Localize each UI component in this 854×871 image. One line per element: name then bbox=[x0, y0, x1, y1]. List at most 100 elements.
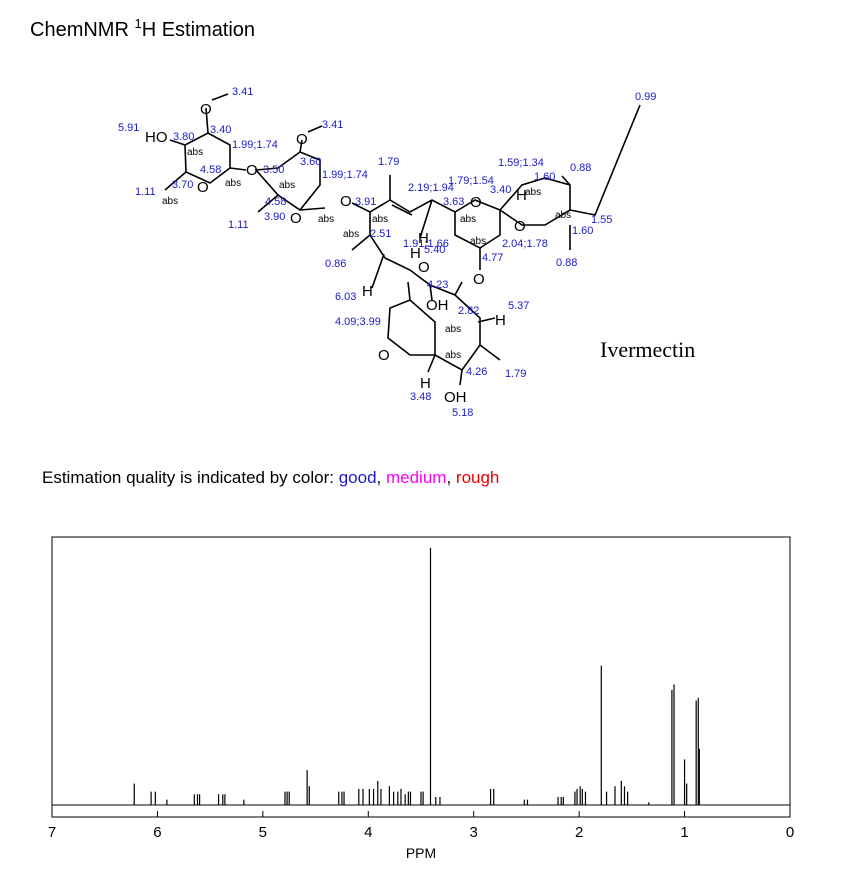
title-text: ChemNMR bbox=[30, 19, 134, 41]
shift-label: 3.91 bbox=[355, 196, 376, 208]
shift-label: 0.99 bbox=[635, 91, 656, 103]
title-sup: 1 bbox=[134, 16, 141, 31]
stereo-label: abs bbox=[525, 187, 541, 198]
stereo-label: abs bbox=[187, 147, 203, 158]
shift-label: 3.40 bbox=[490, 184, 511, 196]
atom-label: O bbox=[514, 218, 526, 235]
legend-text: , bbox=[377, 468, 386, 487]
shift-label: 5.40 bbox=[424, 244, 445, 256]
atom-label: H bbox=[410, 245, 421, 262]
shift-label: 3.41 bbox=[322, 119, 343, 131]
shift-label: 3.50 bbox=[263, 164, 284, 176]
shift-label: 1.91;1.66 bbox=[403, 238, 449, 250]
shift-label: 2.19;1.94 bbox=[408, 182, 454, 194]
atom-label: H bbox=[420, 375, 431, 392]
atom-label: O bbox=[473, 271, 485, 288]
stereo-label: abs bbox=[318, 214, 334, 225]
shift-label: 1.11 bbox=[135, 186, 156, 198]
stereo-label: abs bbox=[225, 178, 241, 189]
stereo-label: abs bbox=[470, 236, 486, 247]
shift-label: 5.37 bbox=[508, 300, 529, 312]
shift-label: 5.91 bbox=[118, 122, 139, 134]
shift-label: 3.60 bbox=[300, 156, 321, 168]
legend-good: good bbox=[339, 468, 377, 487]
shift-label: 1.99;1.74 bbox=[232, 139, 278, 151]
legend-rough: rough bbox=[456, 468, 499, 487]
atom-label: O bbox=[246, 162, 258, 179]
shift-label: 6.03 bbox=[335, 291, 356, 303]
x-tick-label: 1 bbox=[680, 824, 688, 841]
shift-label: 3.48 bbox=[410, 391, 431, 403]
shift-label: 2.04;1.78 bbox=[502, 238, 548, 250]
atom-label: O bbox=[418, 259, 430, 276]
atom-label: H bbox=[495, 312, 506, 329]
stereo-label: abs bbox=[445, 350, 461, 361]
shift-label: 1.11 bbox=[228, 219, 249, 231]
shift-label: 1.79;1.54 bbox=[448, 175, 494, 187]
atom-label: O bbox=[470, 194, 482, 211]
shift-label: 3.41 bbox=[232, 86, 253, 98]
shift-label: 1.60 bbox=[572, 225, 593, 237]
shift-label: 4.58 bbox=[200, 164, 221, 176]
atom-label: O bbox=[296, 131, 308, 148]
x-tick-label: 4 bbox=[364, 824, 372, 841]
quality-legend: Estimation quality is indicated by color… bbox=[42, 468, 499, 487]
title: ChemNMR 1H Estimation bbox=[30, 16, 255, 41]
atom-label: H bbox=[362, 283, 373, 300]
shift-label: 1.55 bbox=[591, 214, 612, 226]
stereo-label: abs bbox=[343, 229, 359, 240]
x-tick-label: 6 bbox=[153, 824, 161, 841]
atom-label: H bbox=[418, 230, 429, 247]
shift-label: 3.70 bbox=[172, 179, 193, 191]
compound-name: Ivermectin bbox=[600, 337, 695, 362]
legend-text: Estimation quality is indicated by color… bbox=[42, 468, 339, 487]
shift-label: 1.79 bbox=[505, 368, 526, 380]
shift-label: 4.23 bbox=[427, 279, 448, 291]
stereo-label: abs bbox=[445, 324, 461, 335]
shift-label: 1.60 bbox=[534, 171, 555, 183]
atom-label: O bbox=[197, 179, 209, 196]
stereo-label: abs bbox=[460, 214, 476, 225]
stereo-label: abs bbox=[555, 210, 571, 221]
atom-label: HO bbox=[145, 129, 168, 146]
spectrum: 7 6 5 4 3 2 1 0 bbox=[48, 547, 794, 841]
legend-medium: medium bbox=[386, 468, 446, 487]
x-tick-label: 0 bbox=[786, 824, 794, 841]
shift-label: 2.51 bbox=[370, 228, 391, 240]
shift-label: 5.18 bbox=[452, 407, 473, 419]
x-tick-label: 7 bbox=[48, 824, 56, 841]
legend-text: , bbox=[446, 468, 455, 487]
shift-label: 3.63 bbox=[443, 196, 464, 208]
shift-label: 4.77 bbox=[482, 252, 503, 264]
atom-label: O bbox=[290, 210, 302, 227]
atom-label: H bbox=[516, 187, 527, 204]
shift-label: 2.82 bbox=[458, 305, 479, 317]
x-tick-label: 5 bbox=[259, 824, 267, 841]
stereo-label: abs bbox=[372, 214, 388, 225]
shift-label: 0.88 bbox=[556, 257, 577, 269]
atom-label: O bbox=[200, 101, 212, 118]
shift-label: 1.99;1.74 bbox=[322, 169, 368, 181]
stereo-label: abs bbox=[279, 180, 295, 191]
stereo-label: abs bbox=[162, 196, 178, 207]
atom-label: OH bbox=[444, 389, 467, 406]
shift-label: 0.86 bbox=[325, 258, 346, 270]
shift-label: 3.90 bbox=[264, 211, 285, 223]
atom-label: O bbox=[378, 347, 390, 364]
atom-label: OH bbox=[426, 297, 449, 314]
shift-label: 1.59;1.34 bbox=[498, 157, 544, 169]
shift-label: 1.79 bbox=[378, 156, 399, 168]
shift-label: 0.88 bbox=[570, 162, 591, 174]
shift-label: 4.58 bbox=[265, 196, 286, 208]
shift-label: 3.40 bbox=[210, 124, 231, 136]
atom-label: O bbox=[340, 193, 352, 210]
shift-label: 4.26 bbox=[466, 366, 487, 378]
x-tick-label: 3 bbox=[470, 824, 478, 841]
title-text: H Estimation bbox=[142, 19, 255, 41]
plot-frame bbox=[51, 536, 791, 818]
x-tick-label: 2 bbox=[575, 824, 583, 841]
x-axis-label: PPM bbox=[406, 845, 436, 861]
structure: abs abs abs abs abs abs abs abs abs abs … bbox=[118, 86, 695, 419]
shift-label: 3.80 bbox=[173, 131, 194, 143]
